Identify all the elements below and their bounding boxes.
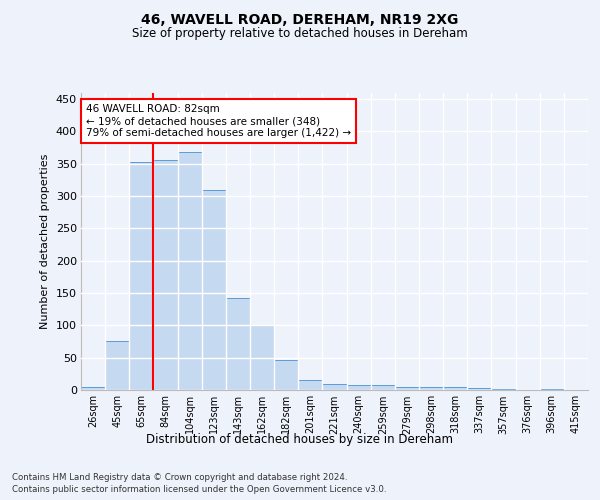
Bar (202, 190, 226, 390)
Bar (81, 387, 105, 390)
Bar (467, 388, 491, 390)
Text: Size of property relative to detached houses in Dereham: Size of property relative to detached ho… (132, 28, 468, 40)
Bar (419, 387, 443, 390)
Text: 46, WAVELL ROAD, DEREHAM, NR19 2XG: 46, WAVELL ROAD, DEREHAM, NR19 2XG (142, 12, 458, 26)
Bar (298, 380, 322, 390)
Y-axis label: Number of detached properties: Number of detached properties (40, 154, 50, 329)
Text: 46 WAVELL ROAD: 82sqm
← 19% of detached houses are smaller (348)
79% of semi-det: 46 WAVELL ROAD: 82sqm ← 19% of detached … (86, 104, 351, 138)
Bar (371, 385, 395, 390)
Bar (395, 388, 419, 390)
Bar (347, 385, 371, 390)
Bar (129, 162, 154, 390)
Bar (274, 360, 298, 390)
Bar (443, 387, 467, 390)
Text: Contains public sector information licensed under the Open Government Licence v3: Contains public sector information licen… (12, 485, 386, 494)
Bar (322, 384, 347, 390)
Text: Contains HM Land Registry data © Crown copyright and database right 2024.: Contains HM Land Registry data © Crown c… (12, 472, 347, 482)
Bar (178, 152, 202, 390)
Bar (250, 326, 274, 390)
Text: Distribution of detached houses by size in Dereham: Distribution of detached houses by size … (146, 432, 454, 446)
Bar (226, 298, 250, 390)
Bar (154, 160, 178, 390)
Bar (105, 342, 129, 390)
